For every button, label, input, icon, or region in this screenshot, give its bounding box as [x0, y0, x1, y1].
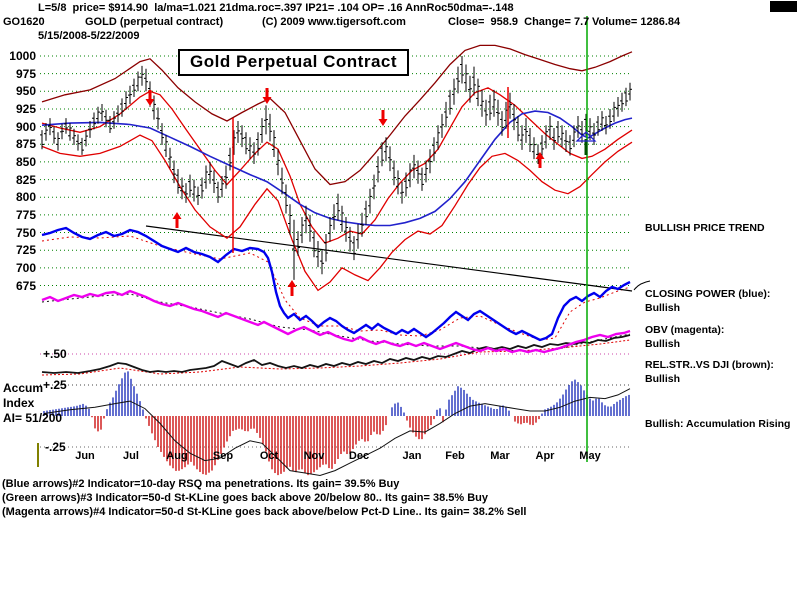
price-axis-label: 975	[15, 67, 36, 81]
accum-scale-minus25: -.25	[45, 440, 66, 454]
month-axis-label: Dec	[348, 450, 370, 462]
price-axis-label: 1000	[9, 49, 36, 63]
price-axis-label: 675	[15, 279, 36, 293]
date-range: 5/15/2008-5/22/2009	[38, 30, 140, 42]
accum-scale-plus50: +.50	[43, 347, 67, 361]
copyright-text: (C) 2009 www.tigersoft.com	[262, 16, 406, 28]
chart-title: Gold Perpetual Contract	[178, 49, 410, 76]
month-axis-label: May	[579, 450, 601, 462]
accum-scale-plus25: +.25	[43, 378, 67, 392]
right-annotation: REL.STR..VS DJI (brown):	[645, 359, 774, 371]
close-change-readout: Close= 958.9 Change= 7.7	[448, 16, 590, 28]
header-stats-line: L=5/8 price= $914.90 la/ma=1.021 21dma.r…	[38, 2, 514, 14]
price-axis-label: 800	[15, 190, 36, 204]
header-black-box	[770, 1, 797, 12]
volume-readout: Volume= 1286.84	[592, 16, 681, 28]
month-axis-label: Jun	[75, 450, 95, 462]
bottom-annotation: (Magenta arrows)#4 Indicator=50-d St-KLi…	[2, 506, 527, 518]
month-axis-label: Nov	[303, 450, 325, 462]
month-axis-label: Jan	[402, 450, 422, 462]
month-axis-label: Aug	[166, 450, 188, 462]
ticker-symbol: GO1620	[3, 16, 45, 28]
price-axis-label: 850	[15, 155, 36, 169]
right-annotation: Bullish	[645, 338, 681, 350]
price-axis-label: 775	[15, 208, 36, 222]
price-axis-label: 750	[15, 226, 36, 240]
accum-label-line1: Accum	[3, 381, 44, 395]
price-axis-label: 725	[15, 243, 36, 257]
bottom-annotation: (Green arrows)#3 Indicator=50-d St-KLine…	[2, 492, 488, 504]
right-annotation: Bullish	[645, 373, 681, 385]
right-annotation: Bullish	[645, 302, 681, 314]
price-axis-label: 825	[15, 173, 36, 187]
accum-ai-value: AI= 51/200	[3, 411, 63, 425]
month-axis-label: Sep	[212, 450, 234, 462]
price-axis-label: 900	[15, 120, 36, 134]
month-axis-label: Apr	[535, 450, 555, 462]
month-axis-label: Jul	[123, 450, 139, 462]
month-axis-label: Mar	[490, 450, 510, 462]
right-annotation: CLOSING POWER (blue):	[645, 288, 771, 300]
accum-label-line2: Index	[3, 396, 35, 410]
price-axis-label: 925	[15, 102, 36, 116]
price-axis-label: 875	[15, 137, 36, 151]
month-axis-label: Feb	[445, 450, 465, 462]
right-annotation: OBV (magenta):	[645, 324, 725, 336]
month-axis-label: Oct	[259, 450, 279, 462]
bottom-annotation: (Blue arrows)#2 Indicator=10-day RSQ ma …	[2, 478, 400, 490]
price-axis-label: 950	[15, 84, 36, 98]
right-annotation: Bullish: Accumulation Rising	[645, 418, 791, 430]
right-annotation: BULLISH PRICE TREND	[645, 222, 765, 234]
instrument-name: GOLD (perpetual contract)	[85, 16, 224, 28]
price-axis-label: 700	[15, 261, 36, 275]
